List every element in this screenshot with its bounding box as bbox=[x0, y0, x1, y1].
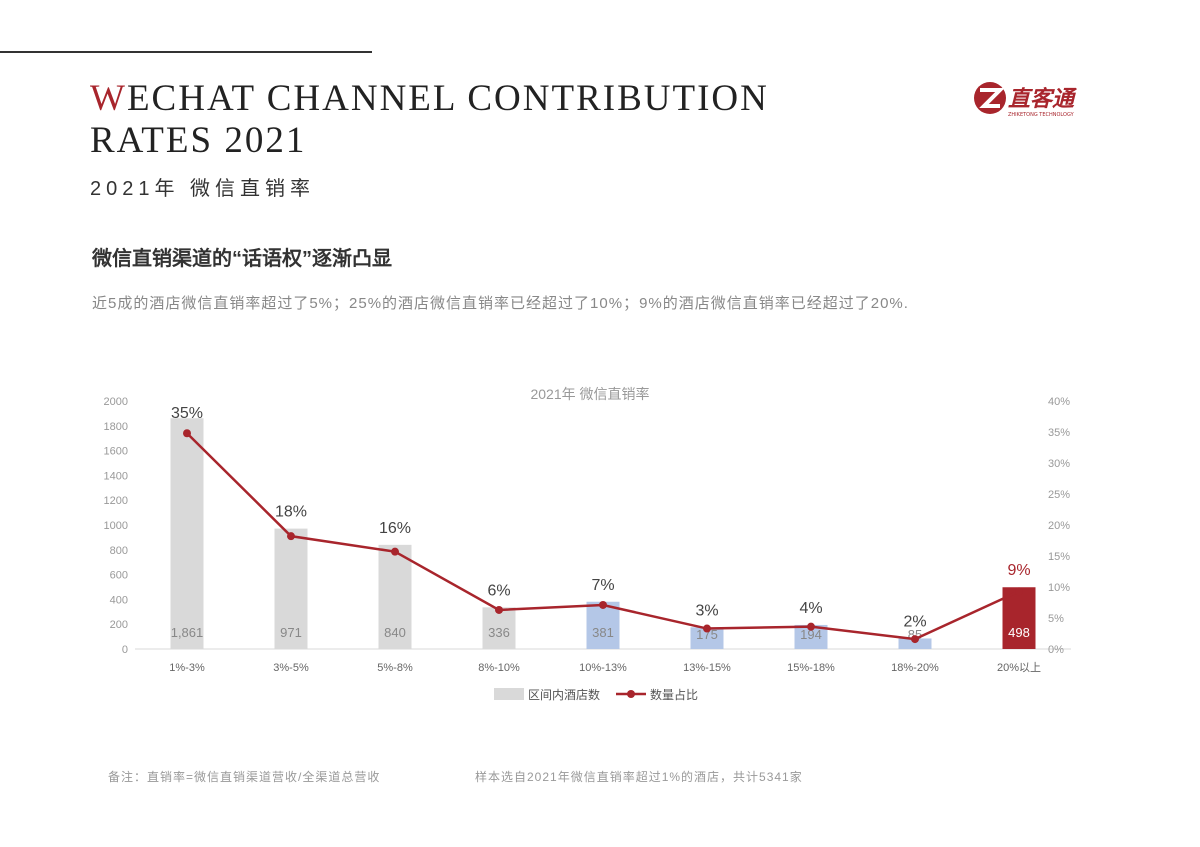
x-tick: 20%以上 bbox=[997, 661, 1041, 674]
x-tick: 3%-5% bbox=[273, 662, 309, 674]
logo-mark: 直客通 ZHIKETONG TECHNOLOGY bbox=[974, 82, 1078, 118]
y-right-tick: 15% bbox=[1048, 551, 1070, 563]
y-right-tick: 0% bbox=[1048, 644, 1064, 656]
y-left-tick: 1600 bbox=[104, 446, 128, 458]
x-tick: 10%-13% bbox=[579, 662, 627, 674]
y-left-tick: 1800 bbox=[104, 421, 128, 433]
bar bbox=[274, 528, 308, 649]
line-marker bbox=[1015, 587, 1023, 596]
line-marker bbox=[599, 600, 607, 609]
line-marker bbox=[495, 605, 503, 614]
y-left-tick: 800 bbox=[110, 545, 128, 557]
page-subtitle: 2021年 微信直销率 bbox=[90, 178, 316, 200]
title-line1: ECHAT CHANNEL CONTRIBUTION bbox=[126, 78, 769, 119]
bar bbox=[586, 601, 620, 649]
y-right-tick: 25% bbox=[1048, 489, 1070, 501]
y-left-tick: 0 bbox=[122, 644, 128, 656]
y-right-tick: 5% bbox=[1048, 613, 1064, 625]
logo: 直客通 ZHIKETONG TECHNOLOGY bbox=[972, 80, 1102, 120]
bar-label: 381 bbox=[592, 625, 614, 640]
y-left-tick: 600 bbox=[110, 570, 128, 582]
x-tick: 13%-15% bbox=[683, 662, 731, 674]
line-marker bbox=[391, 547, 399, 556]
y-right-tick: 35% bbox=[1048, 427, 1070, 439]
y-right-tick: 20% bbox=[1048, 520, 1070, 532]
title-initial: W bbox=[90, 78, 127, 119]
bar bbox=[170, 418, 204, 649]
line-label: 9% bbox=[1007, 562, 1030, 579]
line-label: 7% bbox=[591, 577, 614, 594]
line-marker bbox=[703, 624, 711, 633]
bar-label: 175 bbox=[696, 627, 718, 642]
line-label: 2% bbox=[903, 613, 926, 630]
bar-label: 1,861 bbox=[171, 625, 204, 640]
y-left-tick: 2000 bbox=[104, 396, 128, 408]
x-tick: 18%-20% bbox=[891, 662, 939, 674]
chart-title: 2021年 微信直销率 bbox=[530, 386, 649, 402]
x-tick: 15%-18% bbox=[787, 662, 835, 674]
bar-label: 971 bbox=[280, 625, 302, 640]
line-label: 4% bbox=[799, 600, 822, 617]
bar bbox=[898, 638, 932, 649]
section-description: 近5成的酒店微信直销率超过了5%；25%的酒店微信直销率已经超过了10%；9%的… bbox=[92, 295, 909, 312]
line-label: 16% bbox=[379, 520, 411, 537]
line-marker bbox=[807, 622, 815, 631]
x-tick: 1%-3% bbox=[169, 662, 205, 674]
y-left-tick: 1200 bbox=[104, 495, 128, 507]
bar bbox=[482, 607, 516, 649]
line-label: 35% bbox=[171, 405, 203, 422]
bar-label: 336 bbox=[488, 625, 510, 640]
x-tick: 8%-10% bbox=[478, 662, 520, 674]
y-left-tick: 1000 bbox=[104, 520, 128, 532]
bar bbox=[378, 544, 412, 649]
y-right-tick: 10% bbox=[1048, 582, 1070, 594]
svg-text:ZHIKETONG TECHNOLOGY: ZHIKETONG TECHNOLOGY bbox=[1008, 112, 1075, 118]
bar-label: 194 bbox=[800, 627, 822, 642]
y-right-tick: 40% bbox=[1048, 396, 1070, 408]
legend-line-marker bbox=[627, 690, 635, 698]
line-label: 3% bbox=[695, 602, 718, 619]
top-rule bbox=[0, 51, 372, 53]
page-title: WECHAT CHANNEL CONTRIBUTION RATES 2021 bbox=[90, 78, 769, 162]
svg-text:直客通: 直客通 bbox=[1008, 86, 1078, 112]
y-left-tick: 200 bbox=[110, 619, 128, 631]
line-marker bbox=[287, 532, 295, 541]
section-heading: 微信直销渠道的“话语权”逐渐凸显 bbox=[92, 248, 392, 270]
x-tick: 5%-8% bbox=[377, 662, 413, 674]
y-right-tick: 30% bbox=[1048, 458, 1070, 470]
y-left-tick: 1400 bbox=[104, 470, 128, 482]
legend-line-label: 数量占比 bbox=[650, 687, 698, 702]
bar-label: 498 bbox=[1008, 625, 1030, 640]
legend-bar-swatch bbox=[494, 688, 524, 700]
line-label: 6% bbox=[487, 582, 510, 599]
bar bbox=[690, 627, 724, 649]
line-marker bbox=[183, 429, 191, 438]
footer-note: 备注：直销率=微信直销渠道营收/全渠道总营收 bbox=[108, 770, 381, 784]
line-label: 18% bbox=[275, 504, 307, 521]
legend-bar-label: 区间内酒店数 bbox=[528, 687, 600, 702]
bar-label: 840 bbox=[384, 625, 406, 640]
line-marker bbox=[911, 635, 919, 644]
title-line2: RATES 2021 bbox=[90, 120, 307, 161]
y-left-tick: 400 bbox=[110, 594, 128, 606]
footer-sample: 样本选自2021年微信直销率超过1%的酒店，共计5341家 bbox=[475, 770, 803, 784]
